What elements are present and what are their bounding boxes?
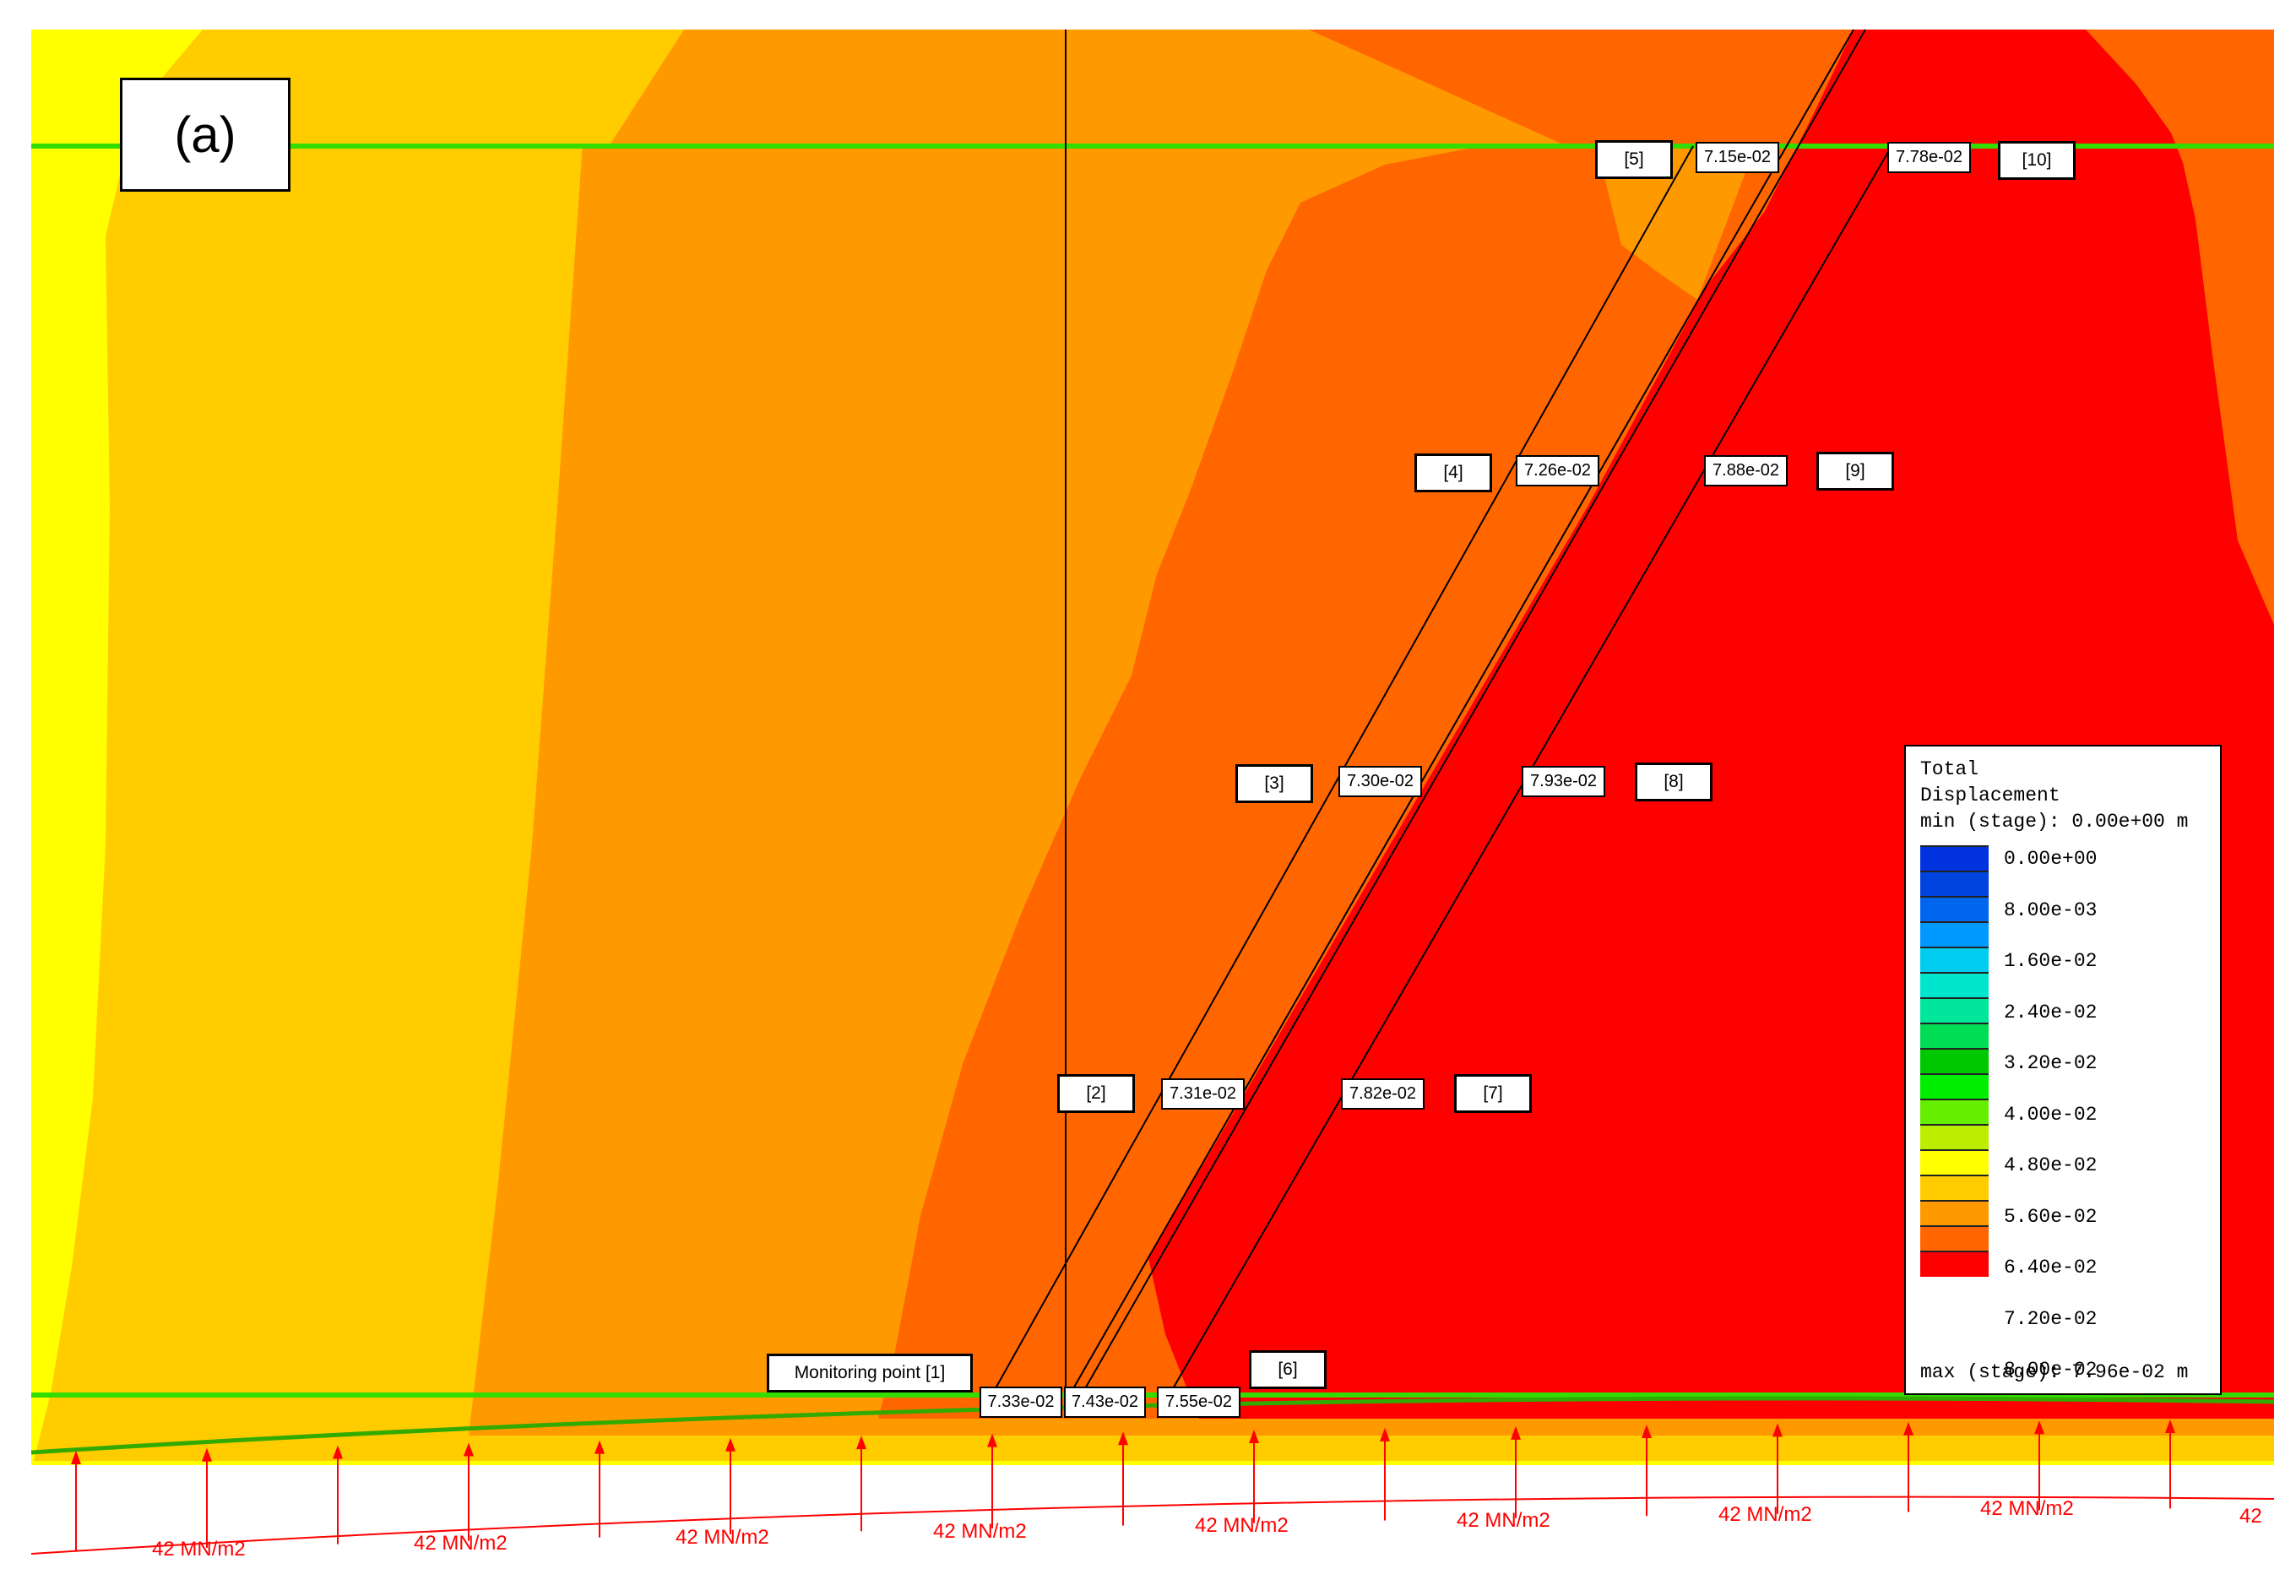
load-arrow-head — [1249, 1429, 1259, 1443]
point-label-8: [8] — [1635, 763, 1713, 801]
load-label: 42 MN/m2 — [676, 1526, 769, 1550]
contour-right-fringe — [2086, 30, 2274, 549]
legend-swatch — [1920, 1124, 1989, 1150]
legend-tick-label: 5.60e-02 — [2004, 1205, 2098, 1228]
legend-tick-label: 2.40e-02 — [2004, 1001, 2098, 1023]
legend-tick-label: 0.00e+00 — [2004, 848, 2098, 870]
value-p3: 7.55e-02 — [1157, 1387, 1240, 1418]
legend-tick-label: 8.00e-03 — [2004, 898, 2098, 921]
load-arrow-head — [725, 1437, 735, 1452]
load-envelope-curve — [30, 1496, 2275, 1555]
legend-title-line2: Displacement — [1920, 784, 2060, 806]
load-arrow-head — [1380, 1427, 1390, 1441]
legend-swatch — [1920, 1073, 1989, 1099]
point-label-7: [7] — [1454, 1074, 1532, 1113]
load-arrow-head — [464, 1442, 474, 1457]
legend-tick-label: 3.20e-02 — [2004, 1052, 2098, 1074]
legend-swatch — [1920, 871, 1989, 897]
load-arrow-head — [1772, 1423, 1783, 1437]
contour-orange-wedge — [1596, 144, 1756, 300]
load-label: 42 MN/m2 — [933, 1520, 1027, 1544]
value-l9: 7.88e-02 — [1704, 455, 1788, 486]
monitoring-line-mid-outline — [1077, 29, 1866, 1403]
legend-swatch — [1920, 921, 1989, 947]
point-label-3: [3] — [1235, 764, 1313, 803]
legend-swatch — [1920, 1225, 1989, 1251]
legend-swatch — [1920, 972, 1989, 998]
load-arrow-head — [2034, 1420, 2044, 1435]
point-label-10: [10] — [1998, 141, 2076, 180]
legend-title: Total Displacement min (stage): 0.00e+00… — [1920, 757, 2188, 835]
load-arrows — [71, 1419, 2175, 1552]
legend-swatch — [1920, 1099, 1989, 1125]
legend-min-line: min (stage): 0.00e+00 m — [1920, 811, 2189, 833]
point-label-6: [6] — [1249, 1350, 1327, 1389]
load-label: 42 MN/m2 — [1980, 1496, 2074, 1520]
load-label: 42 MN/m2 — [414, 1532, 508, 1555]
panel-label: (a) — [120, 78, 290, 192]
load-arrow-head — [71, 1451, 81, 1465]
load-arrow-head — [2165, 1419, 2175, 1433]
load-label: 42 MN/m2 — [152, 1537, 246, 1561]
load-arrow-head — [856, 1436, 866, 1450]
monitoring-line-mid — [1065, 29, 1854, 1403]
point-label-9: [9] — [1816, 452, 1894, 491]
legend-box: Total Displacement min (stage): 0.00e+00… — [1904, 745, 2222, 1395]
legend-title-line1: Total — [1920, 758, 1979, 780]
legend-tick-label: 4.80e-02 — [2004, 1154, 2098, 1176]
legend-tick-label: 1.60e-02 — [2004, 950, 2098, 972]
legend-tick-label: 6.40e-02 — [2004, 1257, 2098, 1278]
value-l5: 7.15e-02 — [1696, 142, 1779, 173]
legend-max-line: max (stage): 7.96e-02 m — [1920, 1361, 2189, 1383]
legend-swatch — [1920, 997, 1989, 1023]
load-arrow-head — [594, 1440, 605, 1454]
legend-tick-label: 8.00e-02 — [2004, 1359, 2098, 1381]
load-arrow-head — [1642, 1425, 1652, 1439]
legend-swatch — [1920, 1149, 1989, 1175]
legend-swatch — [1920, 896, 1989, 922]
legend-tick-label: 4.00e-02 — [2004, 1103, 2098, 1126]
legend-swatch — [1920, 1048, 1989, 1074]
point-label-5: [5] — [1595, 140, 1673, 179]
load-arrow-head — [202, 1447, 212, 1462]
load-label: 42 MN/m2 — [1195, 1514, 1289, 1538]
value-p1: 7.33e-02 — [980, 1387, 1062, 1418]
load-label-clipped: 42 — [2239, 1505, 2262, 1528]
legend-swatch — [1920, 1251, 1989, 1277]
monitoring-point-label: Monitoring point [1] — [767, 1354, 973, 1392]
value-p2: 7.43e-02 — [1064, 1387, 1146, 1418]
value-l10: 7.78e-02 — [1887, 142, 1971, 173]
legend-tick-label: 7.20e-02 — [2004, 1307, 2098, 1330]
legend-swatch — [1920, 947, 1989, 973]
value-l8: 7.93e-02 — [1522, 766, 1605, 797]
load-label: 42 MN/m2 — [1457, 1508, 1550, 1532]
load-arrow-head — [1118, 1431, 1128, 1446]
value-l3: 7.30e-02 — [1338, 766, 1422, 797]
load-arrow-head — [1903, 1421, 1913, 1436]
legend-swatch — [1920, 1200, 1989, 1226]
point-label-2: [2] — [1057, 1074, 1135, 1113]
value-l7: 7.82e-02 — [1341, 1078, 1425, 1110]
legend-swatch — [1920, 1023, 1989, 1049]
load-arrow-head — [987, 1433, 997, 1447]
point-label-4: [4] — [1414, 453, 1492, 492]
legend-swatch — [1920, 845, 1989, 871]
load-arrow-head — [333, 1445, 343, 1459]
legend-swatch — [1920, 1175, 1989, 1201]
load-label: 42 MN/m2 — [1718, 1502, 1812, 1526]
value-l4: 7.26e-02 — [1516, 455, 1599, 486]
load-arrow-head — [1511, 1425, 1521, 1440]
value-l2: 7.31e-02 — [1161, 1078, 1245, 1110]
